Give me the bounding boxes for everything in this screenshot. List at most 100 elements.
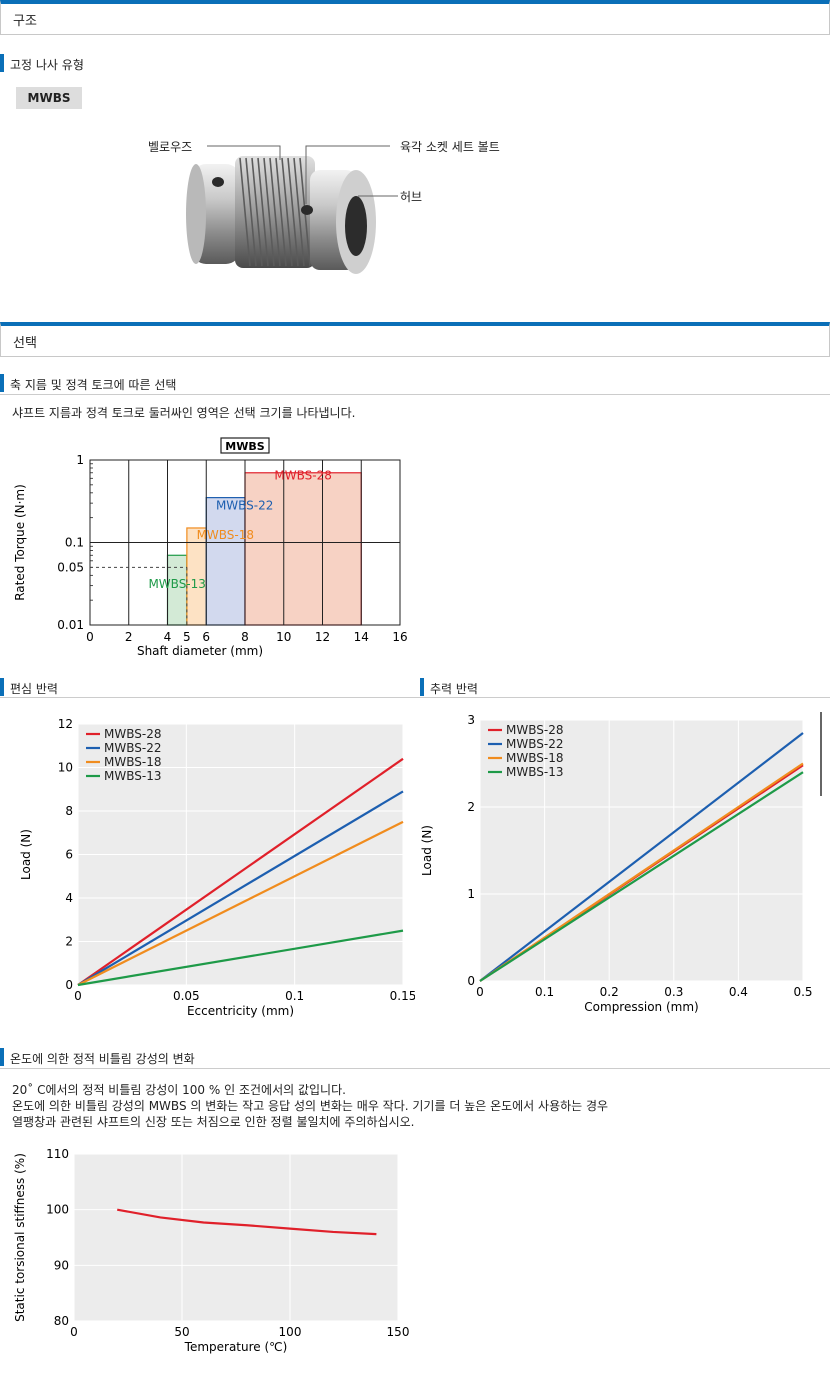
- x-axis-label: Eccentricity (mm): [187, 1004, 294, 1018]
- legend-label: MWBS-28: [506, 723, 563, 737]
- x-tick-label: 50: [174, 1325, 189, 1339]
- y-tick-label: 0.01: [57, 618, 84, 632]
- plot-frame: [89, 459, 401, 626]
- series-line: [117, 1208, 377, 1236]
- model-tag: MWBS: [16, 87, 82, 109]
- y-tick-label: 6: [65, 848, 73, 862]
- x-tick-label: 0: [476, 985, 484, 999]
- eccentric-chart: 0 0.05 0.1 0.15 0 2 4 6 8 10 12 Eccentricity (mm) Lo…: [19, 717, 415, 1018]
- y-tick-label: 4: [65, 891, 73, 905]
- label-hub: 허브: [400, 190, 423, 204]
- y-tick-label: 0: [467, 974, 475, 988]
- subhead-selection: 축 지름 및 정격 토크에 따른 선택: [0, 374, 176, 393]
- series-line: [479, 762, 804, 982]
- x-tick-label: 150: [387, 1325, 410, 1339]
- label-set-bolt: 육각 소켓 세트 볼트: [400, 140, 500, 154]
- x-tick-label: 0: [86, 630, 94, 644]
- subhead-set-screw-type: 고정 나사 유형: [0, 54, 84, 73]
- y-axis-label: Rated Torque (N·m): [13, 484, 27, 601]
- y-tick-label: 100: [46, 1203, 69, 1217]
- axial-chart: 0 0.1 0.2 0.3 0.4 0.5 0 1 2 3 Compression (mm) Load…: [420, 713, 813, 1014]
- series-line: [77, 820, 404, 986]
- y-tick-label: 80: [54, 1314, 69, 1328]
- legend-label: MWBS-13: [506, 765, 563, 779]
- x-tick-label: 14: [354, 630, 369, 644]
- chart-title: MWBS: [225, 440, 264, 453]
- region-mwbs-28: [244, 472, 362, 626]
- legend-label: MWBS-18: [506, 751, 563, 765]
- x-tick-label: 6: [202, 630, 210, 644]
- region-mwbs-22: [205, 497, 246, 626]
- series-line: [479, 732, 804, 982]
- x-tick-label: 4: [164, 630, 172, 644]
- subhead-axial: 추력 반력: [420, 678, 478, 697]
- y-axis-label: Static torsional stiffness (%): [13, 1153, 27, 1322]
- series-line: [77, 929, 404, 987]
- legend-label: MWBS-13: [104, 769, 161, 783]
- x-tick-label: 0.05: [173, 989, 200, 1003]
- legend-label: MWBS-22: [506, 737, 563, 751]
- y-axis-label: Load (N): [420, 825, 434, 876]
- scrollbar[interactable]: [820, 712, 822, 796]
- x-tick-label: 0.1: [535, 985, 554, 999]
- selection-description: 샤프트 지름과 정격 토크로 둘러싸인 영역은 선택 크기를 나타냅니다.: [12, 406, 356, 420]
- temperature-note-1: 20˚ C에서의 정적 비틀림 강성이 100 % 인 조건에서의 값입니다.: [12, 1083, 346, 1097]
- section-title: 구조: [13, 14, 37, 29]
- x-tick-label: 12: [315, 630, 330, 644]
- x-tick-label: 0: [70, 1325, 78, 1339]
- x-tick-label: 0.15: [390, 989, 415, 1003]
- section-title: 선택: [13, 336, 37, 351]
- series-line: [479, 771, 804, 982]
- y-tick-label: 1: [76, 453, 84, 467]
- y-axis-label: Load (N): [19, 829, 33, 880]
- x-tick-label: 0.2: [600, 985, 619, 999]
- section-selection-header: 선택: [0, 322, 830, 357]
- y-tick-label: 110: [46, 1147, 69, 1161]
- plot-background: [74, 1154, 398, 1321]
- x-axis-label: Shaft diameter (mm): [137, 644, 263, 658]
- x-tick-label: 0.4: [729, 985, 748, 999]
- y-tick-label: 10: [58, 761, 73, 775]
- x-tick-label: 0: [74, 989, 82, 1003]
- x-tick-label: 0.3: [664, 985, 683, 999]
- legend-label: MWBS-22: [104, 741, 161, 755]
- y-tick-label: 8: [65, 804, 73, 818]
- y-tick-label: 2: [65, 935, 73, 949]
- y-tick-label: 2: [467, 800, 475, 814]
- series-line: [77, 757, 404, 986]
- x-tick-label: 16: [392, 630, 407, 644]
- region-label: MWBS-13: [148, 577, 205, 591]
- x-tick-label: 100: [279, 1325, 302, 1339]
- x-tick-label: 0.5: [793, 985, 812, 999]
- region-label: MWBS-22: [216, 499, 273, 513]
- plot-background: [480, 720, 803, 981]
- x-tick-label: 5: [183, 630, 191, 644]
- chart-title-box: [220, 437, 270, 454]
- y-tick-label: 0.1: [65, 536, 84, 550]
- section-structure-header: 구조: [0, 0, 830, 35]
- coupling-illustration: [186, 145, 398, 274]
- legend-label: MWBS-18: [104, 755, 161, 769]
- x-axis-label: Temperature (℃): [184, 1340, 288, 1354]
- y-tick-label: 0.05: [57, 560, 84, 574]
- y-tick-label: 1: [467, 887, 475, 901]
- y-tick-label: 12: [58, 717, 73, 731]
- y-tick-label: 3: [467, 713, 475, 727]
- temperature-note-2: 온도에 의한 비틀림 강성의 MWBS 의 변화는 작고 응답 성의 변화는 매…: [12, 1099, 609, 1113]
- x-axis-label: Compression (mm): [584, 1000, 698, 1014]
- subhead-eccentric: 편심 반력: [0, 678, 58, 697]
- y-tick-label: 0: [65, 978, 73, 992]
- region-label: MWBS-28: [274, 469, 331, 483]
- series-line: [77, 790, 404, 986]
- x-tick-label: 8: [241, 630, 249, 644]
- legend-label: MWBS-28: [104, 727, 161, 741]
- x-tick-label: 10: [276, 630, 291, 644]
- temperature-note-3: 열팽창과 관련된 샤프트의 신장 또는 처짐으로 인한 정렬 불일치에 주의하십…: [12, 1115, 415, 1129]
- region-label: MWBS-18: [197, 528, 254, 542]
- subhead-temperature: 온도에 의한 정적 비틀림 강성의 변화: [0, 1048, 195, 1067]
- y-tick-label: 90: [54, 1258, 69, 1272]
- temperature-chart: 0 50 100 150 80 90 100 110 Temperature (℃) Static…: [13, 1147, 410, 1354]
- x-tick-label: 2: [125, 630, 133, 644]
- label-bellows: 벨로우즈: [148, 140, 193, 154]
